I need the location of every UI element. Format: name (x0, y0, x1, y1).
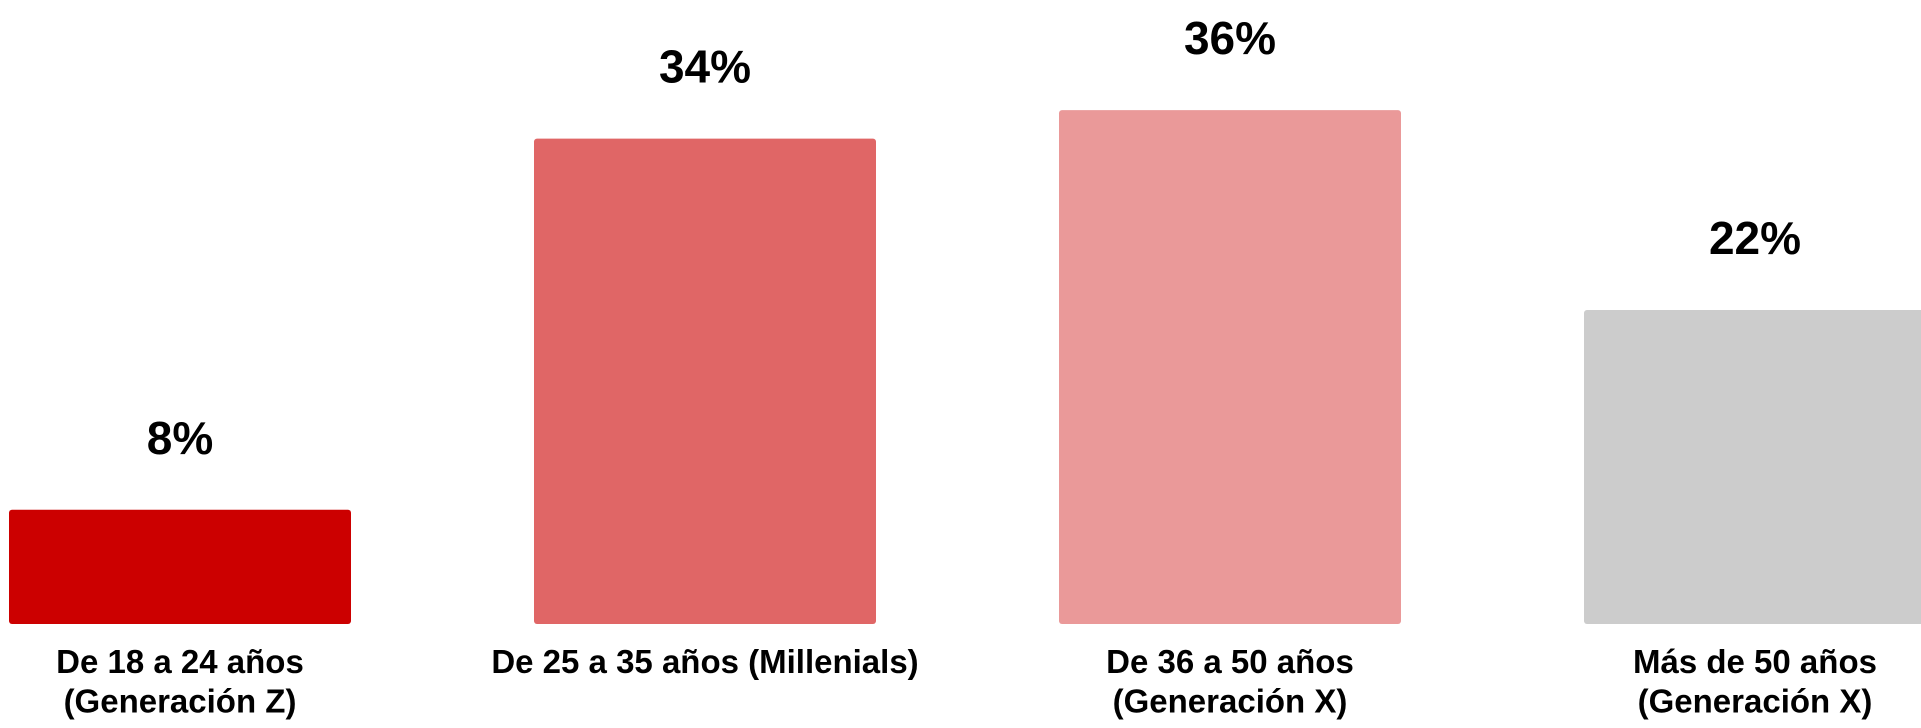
value-label: 34% (659, 41, 751, 93)
bar (1059, 110, 1401, 625)
value-label: 8% (147, 412, 213, 464)
bar (9, 509, 351, 624)
x-tick-label: De 18 a 24 años (Generación Z) (56, 643, 304, 720)
bar (534, 138, 876, 624)
value-label: 36% (1184, 12, 1276, 64)
bar (1584, 309, 1921, 624)
value-label: 22% (1709, 212, 1801, 264)
x-tick-label: De 25 a 35 años (Millenials) (491, 643, 918, 680)
x-tick-label: Más de 50 años (Generación X) (1633, 643, 1877, 720)
x-tick-label: De 36 a 50 años (Generación X) (1106, 643, 1354, 720)
